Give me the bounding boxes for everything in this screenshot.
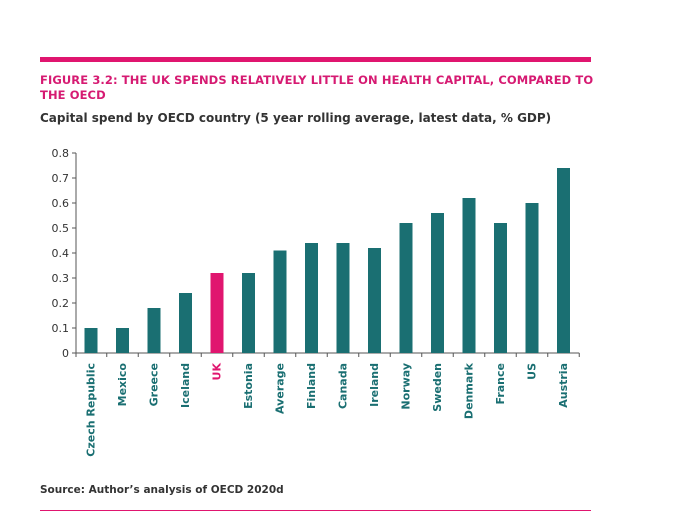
x-tick-label: Sweden: [431, 363, 444, 412]
bar: [368, 248, 381, 353]
x-tick-label: UK: [211, 363, 224, 381]
y-tick-label: 0.6: [52, 197, 70, 210]
bar-chart-svg: 0 0.1 0.2 0.3 0.4 0.5 0.6 0.7 0.8 Czech Republic M…: [52, 147, 580, 457]
bar: [273, 250, 287, 353]
x-tick-label: Ireland: [368, 363, 381, 407]
bar: [147, 308, 161, 353]
bar-chart: 0 0.1 0.2 0.3 0.4 0.5 0.6 0.7 0.8 Czech Republic M…: [0, 140, 676, 475]
bar: [462, 198, 476, 353]
bar: [431, 213, 444, 353]
bar: [116, 328, 129, 353]
top-accent-rule: [40, 57, 591, 62]
x-tick-label: Finland: [305, 363, 318, 409]
x-tick-label: US: [526, 363, 539, 380]
y-tick-label: 0.5: [52, 222, 70, 235]
x-tick-label: Mexico: [116, 363, 129, 407]
x-tick-label: Czech Republic: [85, 363, 98, 457]
source-note: Source: Author’s analysis of OECD 2020d: [40, 484, 284, 496]
x-tick-label: Austria: [557, 363, 570, 408]
y-tick-label: 0.3: [52, 272, 70, 285]
y-tick-label: 0.1: [52, 322, 70, 335]
bar: [557, 168, 570, 353]
x-tick-label: Norway: [400, 363, 413, 410]
bar: [336, 243, 350, 353]
x-tick-label: Canada: [337, 363, 350, 409]
x-tick-label: France: [494, 363, 507, 404]
y-tick-label: 0.7: [52, 172, 70, 185]
y-tick-label: 0.8: [52, 147, 70, 160]
bar: [399, 223, 413, 353]
bar: [84, 328, 98, 353]
figure-title: FIGURE 3.2: THE UK SPENDS RELATIVELY LIT…: [40, 73, 594, 102]
bar: [494, 223, 507, 353]
x-tick-label: Estonia: [242, 363, 255, 409]
figure-subtitle: Capital spend by OECD country (5 year ro…: [40, 111, 552, 125]
bottom-accent-rule: [40, 510, 591, 511]
x-tick-label: Iceland: [179, 363, 192, 408]
y-tick-label: 0: [62, 347, 69, 360]
bar: [242, 273, 255, 353]
bar: [179, 293, 192, 353]
bar: [210, 273, 224, 353]
y-tick-label: 0.4: [52, 247, 70, 260]
x-tick-label: Greece: [148, 363, 161, 406]
x-tick-label: Denmark: [463, 362, 476, 419]
bar: [305, 243, 318, 353]
y-tick-label: 0.2: [52, 297, 70, 310]
bar: [525, 203, 539, 353]
x-tick-label: Average: [274, 363, 287, 414]
